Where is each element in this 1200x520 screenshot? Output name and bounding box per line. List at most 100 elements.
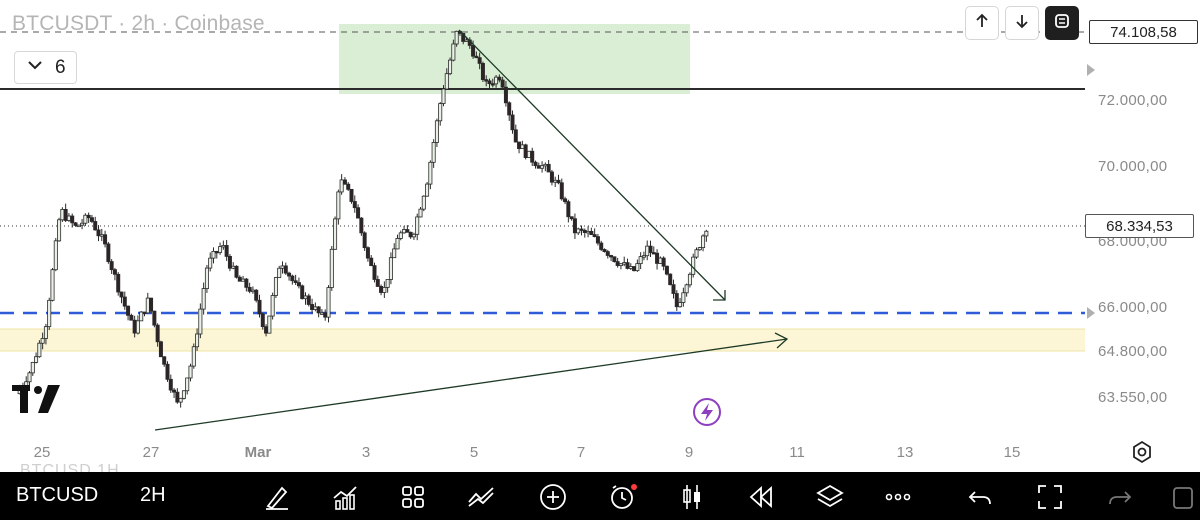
indicators-toggle-button[interactable]: 6	[14, 51, 77, 84]
candle-body	[93, 221, 98, 231]
candle-body	[323, 312, 328, 318]
candle-body	[244, 278, 249, 288]
candle-body	[162, 356, 167, 365]
candle-body	[405, 229, 410, 233]
candle-body	[503, 86, 508, 104]
candle-body	[678, 302, 683, 308]
symbol-title[interactable]: BTCUSDT · 2h · Coinbase	[12, 12, 265, 35]
candle-body	[336, 191, 341, 220]
candle-body	[543, 163, 548, 167]
candle-body	[185, 377, 190, 392]
compare-icon[interactable]	[466, 482, 496, 512]
candle-body	[418, 208, 423, 218]
share-icon[interactable]	[1168, 482, 1198, 512]
candle-body	[149, 297, 154, 312]
add-icon[interactable]	[538, 482, 568, 512]
candle-body	[237, 276, 242, 282]
replay-icon[interactable]	[745, 482, 775, 512]
candle-body	[316, 306, 321, 314]
candles-icon[interactable]	[677, 482, 707, 512]
demand-zone[interactable]	[0, 329, 1085, 351]
candle-body	[310, 304, 315, 310]
scroll-down-button[interactable]	[1005, 6, 1039, 40]
alert-clock-icon[interactable]	[608, 482, 638, 512]
chart-area[interactable]: BTCUSDT · 2h · Coinbase 6	[0, 0, 1085, 438]
time-label: 3	[361, 444, 371, 461]
candle-body	[632, 266, 637, 272]
candle-body	[572, 218, 577, 234]
candle-body	[444, 73, 449, 90]
supply-zone[interactable]	[339, 24, 690, 94]
more-icon[interactable]	[883, 482, 913, 512]
fullscreen-icon[interactable]	[1035, 482, 1065, 512]
candle-body	[645, 245, 650, 257]
candle-body	[139, 311, 144, 322]
price-label: 64.800,00	[1098, 343, 1168, 360]
scroll-up-button[interactable]	[965, 6, 999, 40]
layers-icon[interactable]	[815, 482, 845, 512]
time-label: 7	[576, 444, 586, 461]
redo-icon[interactable]	[1105, 482, 1135, 512]
price-label: 72.000,00	[1098, 92, 1168, 109]
candle-body	[395, 238, 400, 250]
candle-body	[152, 310, 157, 326]
candle-body	[599, 242, 604, 250]
candle-body	[372, 265, 377, 280]
undo-icon[interactable]	[965, 482, 995, 512]
candle-body	[490, 83, 495, 86]
descending-trendline[interactable]	[458, 29, 726, 301]
brush-icon[interactable]	[262, 482, 292, 512]
settings-icon[interactable]	[1130, 440, 1154, 464]
candle-body	[352, 201, 357, 209]
candle-body	[319, 312, 324, 315]
candle-body	[103, 234, 108, 245]
candle-body	[257, 299, 262, 315]
time-axis[interactable]: 25 27 Mar 3 5 7 9 11 13 15	[0, 438, 1085, 468]
candle-body	[694, 249, 699, 258]
candle-body	[231, 265, 236, 269]
interval-button[interactable]: 2H	[140, 484, 166, 506]
price-label: 66.000,00	[1098, 299, 1168, 316]
candle-body	[415, 216, 420, 235]
candle-body	[329, 248, 334, 288]
candle-body	[566, 201, 571, 218]
layout-grid-icon[interactable]	[398, 482, 428, 512]
candle-body	[211, 250, 216, 259]
price-scale[interactable]: 74.108,58 72.000,00 70.000,00 68.000,00 …	[1085, 0, 1200, 438]
candle-body	[398, 232, 403, 239]
candle-body	[260, 313, 265, 328]
chart-canvas[interactable]	[0, 0, 1085, 438]
candle-body	[227, 256, 232, 269]
candle-body	[346, 183, 351, 190]
fullscreen-button[interactable]	[1045, 6, 1079, 40]
candle-body	[99, 234, 104, 237]
candle-body	[198, 308, 203, 335]
high-price-tag: 74.108,58	[1089, 20, 1198, 44]
candle-body	[214, 250, 219, 254]
candle-body	[333, 218, 338, 250]
candle-body	[507, 102, 512, 116]
candle-body	[80, 222, 85, 226]
candle-body	[454, 30, 459, 45]
candle-body	[76, 224, 81, 228]
scale-arrow-icon	[1087, 307, 1095, 319]
bottom-toolbar: BTCUSD 2H	[0, 472, 1200, 520]
candle-body	[530, 150, 535, 163]
candle-body	[116, 273, 121, 293]
candle-body	[477, 57, 482, 64]
candle-body	[188, 365, 193, 379]
candle-body	[250, 289, 255, 293]
candle-body	[428, 161, 433, 185]
indicators-icon[interactable]	[330, 482, 360, 512]
candle-body	[510, 114, 515, 131]
candle-body	[526, 150, 531, 158]
candle-body	[448, 59, 453, 75]
candle-body	[651, 252, 656, 255]
symbol-button[interactable]: BTCUSD	[16, 484, 99, 506]
candle-body	[615, 261, 620, 266]
candle-body	[369, 257, 374, 267]
candle-body	[112, 269, 117, 275]
candle-body	[664, 265, 669, 275]
ascending-trendline[interactable]	[154, 332, 789, 431]
lightning-icon[interactable]	[693, 398, 721, 426]
